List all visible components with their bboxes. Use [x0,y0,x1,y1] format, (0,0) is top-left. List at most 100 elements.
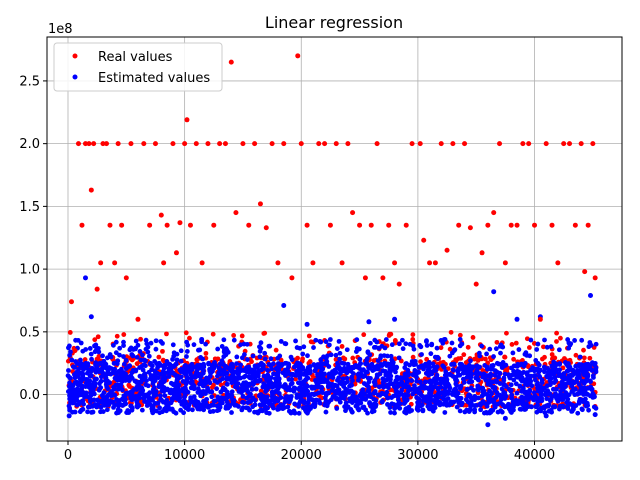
estimated-value-point [364,356,370,362]
estimated-value-point [272,383,277,389]
real-value-point [392,260,398,266]
estimated-value-point [543,413,549,419]
real-value-point [473,281,479,287]
real-value-point [95,334,101,340]
estimated-value-point [547,398,553,403]
estimated-value-point [402,396,407,402]
real-value-point [68,299,74,305]
estimated-value-point [189,379,195,385]
estimated-value-point [484,351,489,357]
estimated-value-point [348,382,354,387]
estimated-value-point [368,340,373,346]
estimated-value-point [278,363,284,369]
estimated-value-point [66,413,72,419]
estimated-value-point [388,366,394,372]
estimated-value-point [375,392,381,398]
estimated-value-point [266,401,272,407]
real-value-point [432,260,438,266]
real-value-point [362,275,368,281]
estimated-value-point [570,388,576,393]
estimated-value-point [567,364,573,370]
estimated-value-point [294,395,300,400]
estimated-value-point [294,345,300,350]
estimated-value-point [143,337,149,343]
estimated-value-point [539,380,545,386]
estimated-value-point [304,321,310,327]
estimated-value-point [487,346,493,352]
estimated-value-point [332,382,338,388]
estimated-value-point [201,364,207,370]
estimated-value-point [183,387,189,393]
estimated-value-point [557,361,563,366]
estimated-value-point [80,373,85,379]
estimated-value-point [461,379,467,385]
estimated-value-point [111,384,117,390]
estimated-value-point [66,368,71,373]
estimated-value-point [127,390,133,395]
estimated-value-point [555,398,561,404]
estimated-value-point [549,369,555,375]
real-value-point [240,141,246,147]
estimated-value-point [344,347,350,353]
estimated-value-point [547,375,553,381]
estimated-value-point [365,375,371,381]
estimated-value-point [383,337,389,342]
estimated-value-point [241,374,247,380]
estimated-value-point [342,392,348,398]
real-value-point [112,260,118,266]
estimated-value-point [439,338,445,344]
estimated-value-point [456,367,461,373]
real-value-point [573,352,579,358]
real-value-point [249,359,254,365]
real-value-point [483,356,488,362]
real-value-point [281,141,287,147]
estimated-value-point [341,384,347,389]
estimated-value-point [484,403,490,409]
estimated-value-point [65,373,71,379]
real-value-point [79,222,85,228]
estimated-value-point [506,372,512,378]
estimated-value-point [101,390,107,396]
y-tick-label: 2.0 [19,137,40,152]
real-value-point [465,344,471,350]
estimated-value-point [458,395,464,401]
estimated-value-point [234,361,239,367]
estimated-value-point [553,391,558,397]
estimated-value-point [444,373,449,379]
estimated-value-point [577,354,583,360]
estimated-value-point [153,338,159,344]
estimated-value-point [581,372,587,378]
estimated-value-point [376,345,382,351]
estimated-value-point [91,397,97,403]
real-value-point [342,356,348,362]
estimated-value-point [178,407,184,413]
legend: Real values Estimated values [53,42,223,92]
estimated-value-point [582,397,587,403]
estimated-value-point [491,289,497,295]
estimated-value-point [567,374,573,380]
real-value-point [590,141,596,147]
estimated-value-point [496,374,501,380]
estimated-value-point [514,316,520,322]
real-value-point [184,117,190,123]
estimated-value-point [396,355,402,361]
estimated-value-point [88,399,93,405]
estimated-value-point [372,378,378,384]
real-value-point [581,355,587,361]
estimated-value-point [312,368,318,374]
estimated-value-point [387,361,393,367]
estimated-value-point [296,404,302,409]
estimated-value-point [215,394,221,400]
estimated-value-point [586,344,592,350]
estimated-value-point [267,343,273,349]
estimated-value-point [70,382,76,388]
estimated-value-point [582,366,588,372]
estimated-value-point [326,342,332,348]
estimated-value-point [359,367,365,373]
estimated-value-point [170,356,175,362]
estimated-value-point [593,405,599,411]
estimated-value-point [533,366,538,372]
estimated-value-point [152,400,158,406]
estimated-value-point [383,371,389,377]
estimated-value-point [539,398,545,404]
